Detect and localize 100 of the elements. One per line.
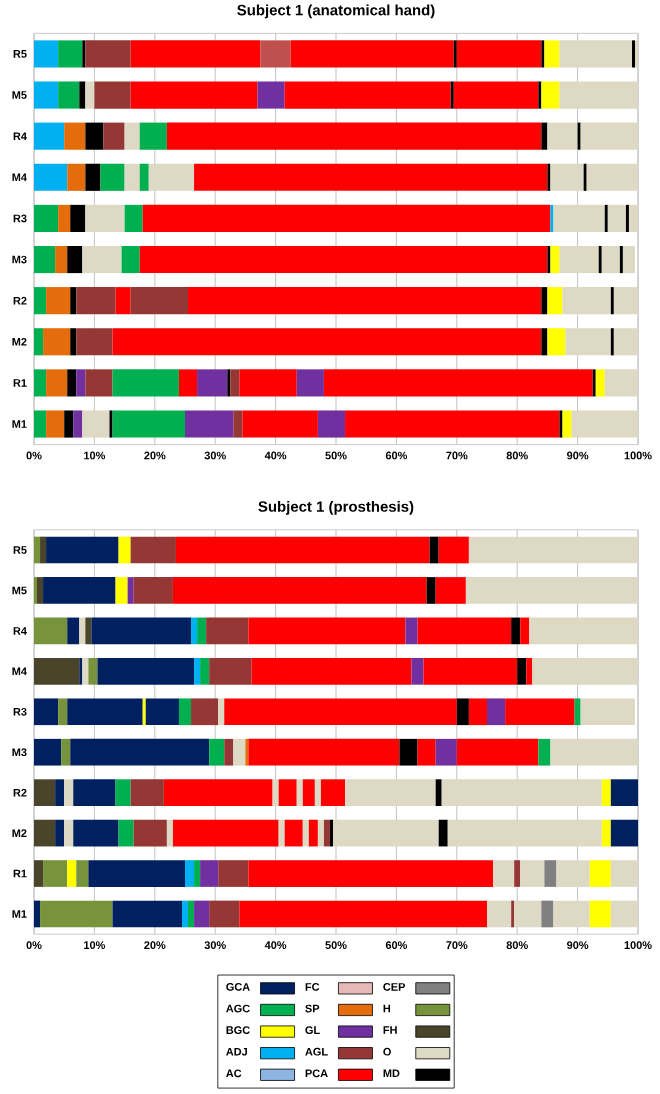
bar [46,369,68,397]
bar [468,698,487,726]
bar [532,657,639,685]
bar [103,122,125,150]
bar [194,657,201,685]
bar [441,779,602,806]
bar [520,617,530,645]
bar [197,369,228,397]
bar [76,369,86,397]
bar [67,245,83,274]
bar [544,860,557,887]
bar [130,779,164,806]
bar [34,245,56,274]
bar [435,738,457,766]
bar [296,369,324,397]
bar [197,617,207,645]
bar [172,819,279,847]
bar [115,577,128,604]
bar [550,738,639,766]
bar [34,369,47,397]
bar [46,410,65,438]
bar [405,617,418,645]
bar [181,900,189,928]
bar [302,779,315,806]
bar [610,900,639,928]
bar [345,779,436,806]
bar [604,369,639,397]
bar [423,657,518,685]
bar [64,410,74,438]
bar [133,819,167,847]
bar [34,163,68,191]
bar [411,657,424,685]
bar [435,577,466,604]
bar [70,328,77,356]
bar [529,617,639,645]
bar [64,122,86,150]
bar [260,40,291,68]
bar [76,328,113,356]
bar [97,657,195,685]
bar [34,287,47,315]
bar [58,698,68,726]
bar [34,204,59,232]
bar [188,287,542,315]
bar [556,860,590,887]
bar [70,287,77,315]
bar [185,860,195,887]
bar [118,536,131,564]
bar [61,738,71,766]
bar [43,577,116,604]
bar [79,81,86,109]
bar [127,577,134,604]
bar [85,122,104,150]
bar [559,40,632,68]
bar [194,860,201,887]
bar [601,819,611,847]
bar [91,617,192,645]
bar [55,245,68,274]
bar [257,81,285,109]
bar [43,328,71,356]
bar [73,410,83,438]
bar [88,860,185,887]
bar [70,738,210,766]
bar [133,577,173,604]
bar [438,536,469,564]
bar [185,410,234,438]
bar [112,900,182,928]
bar [34,657,80,685]
bar [417,617,512,645]
bar [320,779,346,806]
bar [194,900,210,928]
bar [34,410,47,438]
bar [34,860,44,887]
bar [34,779,56,806]
bar [34,328,44,356]
bar [46,536,119,564]
bar [251,657,412,685]
bar [541,900,554,928]
bar [58,204,71,232]
bar [34,81,59,109]
bar [40,900,113,928]
bar [85,163,101,191]
bar [224,698,457,726]
bar [580,698,635,726]
bar [487,698,506,726]
bar [166,122,542,150]
bar [43,860,68,887]
bar [200,657,210,685]
bar [178,369,198,397]
bar [34,122,65,150]
bar [610,819,639,847]
bar [526,657,533,685]
bar [278,779,297,806]
bar [541,122,548,150]
bar [34,819,56,847]
bar [541,287,548,315]
bar [67,369,77,397]
bar [505,698,575,726]
bar [248,738,400,766]
bar [200,860,219,887]
bar [317,410,346,438]
